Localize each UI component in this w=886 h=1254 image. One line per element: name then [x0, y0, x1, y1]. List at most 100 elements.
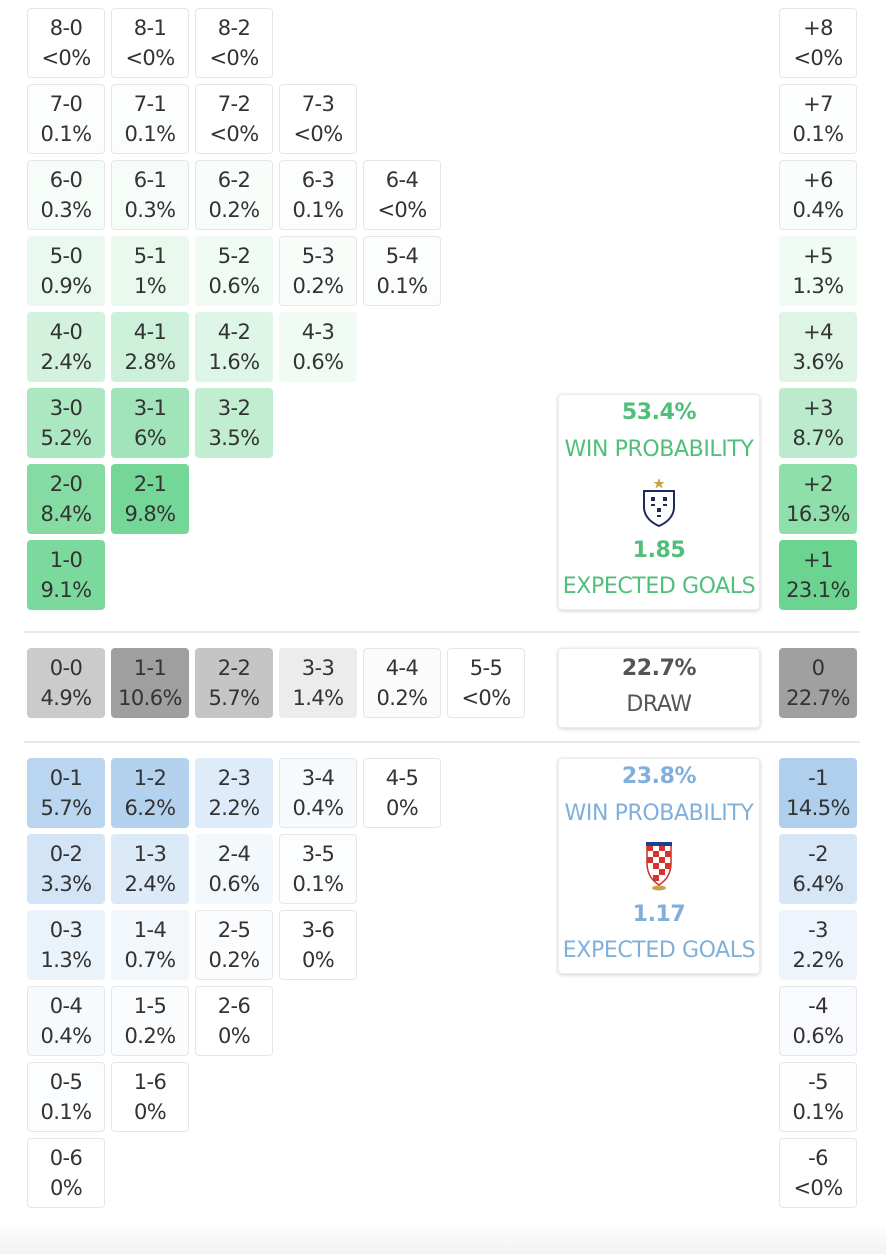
separator-top: [24, 631, 860, 633]
scoreline-cell: 7-1 0.1%: [111, 84, 189, 154]
scoreline-cell: 7-3 <0%: [279, 84, 357, 154]
scoreline-probability: 3.5%: [208, 426, 261, 450]
scoreline-probability: 1.4%: [292, 686, 345, 710]
scoreline-cell: 5-3 0.2%: [279, 236, 357, 306]
scoreline-cell: 0-6 0%: [27, 1138, 105, 1208]
scoreline-label: 0-5: [49, 1070, 83, 1094]
scoreline-probability: 0.2%: [124, 1024, 177, 1048]
scoreline-cell: 0-0 4.9%: [27, 648, 105, 718]
goal-difference-probability: 0.6%: [792, 1024, 845, 1048]
scoreline-probability: 6.2%: [124, 796, 177, 820]
scoreline-probability: 10.6%: [118, 686, 182, 710]
scoreline-label: 4-1: [133, 320, 167, 344]
goal-difference-label: +7: [803, 92, 833, 116]
draw-pct: 22.7%: [621, 656, 697, 681]
scoreline-label: 7-0: [49, 92, 83, 116]
bottom-shade: [0, 1222, 886, 1254]
goal-difference-probability: 14.5%: [786, 796, 850, 820]
scoreline-label: 1-5: [133, 994, 167, 1018]
goal-difference-label: +3: [803, 396, 833, 420]
scoreline-probability: 2.4%: [40, 350, 93, 374]
goal-difference-cell: -6 <0%: [779, 1138, 857, 1208]
home-summary-card: 53.4% WIN PROBABILITY 1.85 EXPECTED GOAL…: [558, 394, 760, 610]
scoreline-cell: 1-3 2.4%: [111, 834, 189, 904]
scoreline-label: 4-3: [301, 320, 335, 344]
scoreline-probability: <0%: [125, 46, 175, 70]
goal-difference-label: +4: [803, 320, 833, 344]
goal-difference-probability: 3.6%: [792, 350, 845, 374]
home-win-label: WIN PROBABILITY: [564, 437, 754, 462]
goal-difference-label: +2: [803, 472, 833, 496]
scoreline-label: 3-4: [301, 766, 335, 790]
scoreline-label: 5-3: [301, 244, 335, 268]
scoreline-probability: 0%: [49, 1176, 83, 1200]
scoreline-cell: 4-2 1.6%: [195, 312, 273, 382]
scoreline-label: 1-6: [133, 1070, 167, 1094]
scoreline-cell: 2-3 2.2%: [195, 758, 273, 828]
scoreline-label: 2-3: [217, 766, 251, 790]
scoreline-probability: 0.1%: [124, 122, 177, 146]
scoreline-label: 1-1: [133, 656, 167, 680]
scoreline-label: 3-6: [301, 918, 335, 942]
goal-difference-probability: 0.1%: [792, 1100, 845, 1124]
scoreline-cell: 1-4 0.7%: [111, 910, 189, 980]
goal-difference-cell: -4 0.6%: [779, 986, 857, 1056]
scoreline-cell: 0-4 0.4%: [27, 986, 105, 1056]
scoreline-label: 3-0: [49, 396, 83, 420]
scoreline-probability: 0.6%: [208, 274, 261, 298]
scoreline-probability: 1.6%: [208, 350, 261, 374]
scoreline-cell: 5-4 0.1%: [363, 236, 441, 306]
scoreline-probability: 0.1%: [292, 872, 345, 896]
scoreline-probability: 0.6%: [292, 350, 345, 374]
goal-difference-cell: 0 22.7%: [779, 648, 857, 718]
scoreline-probability: 0.1%: [292, 198, 345, 222]
scoreline-probability: 0%: [133, 1100, 167, 1124]
scoreline-probability: 0%: [217, 1024, 251, 1048]
scoreline-probability: 0.2%: [208, 948, 261, 972]
scoreline-label: 2-6: [217, 994, 251, 1018]
goal-difference-label: +5: [803, 244, 833, 268]
goal-difference-probability: 8.7%: [792, 426, 845, 450]
goal-difference-label: -2: [808, 842, 828, 866]
scoreline-label: 8-0: [49, 16, 83, 40]
scoreline-cell: 3-3 1.4%: [279, 648, 357, 718]
goal-difference-cell: +4 3.6%: [779, 312, 857, 382]
scoreline-probability: <0%: [209, 122, 259, 146]
scoreline-probability: 2.2%: [208, 796, 261, 820]
scoreline-cell: 5-5 <0%: [447, 648, 525, 718]
scoreline-label: 5-0: [49, 244, 83, 268]
scoreline-probability: 0.2%: [292, 274, 345, 298]
scoreline-probability: 0.4%: [40, 1024, 93, 1048]
scoreline-probability: 1.3%: [40, 948, 93, 972]
scoreline-probability: 0.1%: [376, 274, 429, 298]
scoreline-label: 0-2: [49, 842, 83, 866]
scoreline-cell: 1-1 10.6%: [111, 648, 189, 718]
away-summary-card: 23.8% WIN PROBABILITY 1.17 EXPECTED GOAL…: [558, 758, 760, 974]
home-xg-label: EXPECTED GOALS: [562, 574, 756, 599]
separator-bottom: [24, 741, 860, 743]
scoreline-probability: 0%: [301, 948, 335, 972]
scoreline-cell: 6-4 <0%: [363, 160, 441, 230]
scoreline-label: 7-3: [301, 92, 335, 116]
scoreline-label: 0-6: [49, 1146, 83, 1170]
scoreline-probability: 0%: [385, 796, 419, 820]
scoreline-cell: 3-6 0%: [279, 910, 357, 980]
scoreline-label: 2-4: [217, 842, 251, 866]
scoreline-label: 7-2: [217, 92, 251, 116]
scoreline-cell: 5-0 0.9%: [27, 236, 105, 306]
scoreline-cell: 8-1 <0%: [111, 8, 189, 78]
scoreline-label: 0-0: [49, 656, 83, 680]
scoreline-probability: 0.1%: [40, 122, 93, 146]
croatia-crest-icon: [646, 842, 672, 891]
scoreline-cell: 2-5 0.2%: [195, 910, 273, 980]
draw-summary-card: 22.7% DRAW: [558, 648, 760, 728]
scoreline-cell: 3-5 0.1%: [279, 834, 357, 904]
scoreline-label: 1-3: [133, 842, 167, 866]
scoreline-cell: 1-2 6.2%: [111, 758, 189, 828]
scoreline-probability: 5.2%: [40, 426, 93, 450]
scoreline-label: 5-5: [469, 656, 503, 680]
scoreline-cell: 0-1 5.7%: [27, 758, 105, 828]
scoreline-cell: 5-1 1%: [111, 236, 189, 306]
scoreline-label: 6-4: [385, 168, 419, 192]
